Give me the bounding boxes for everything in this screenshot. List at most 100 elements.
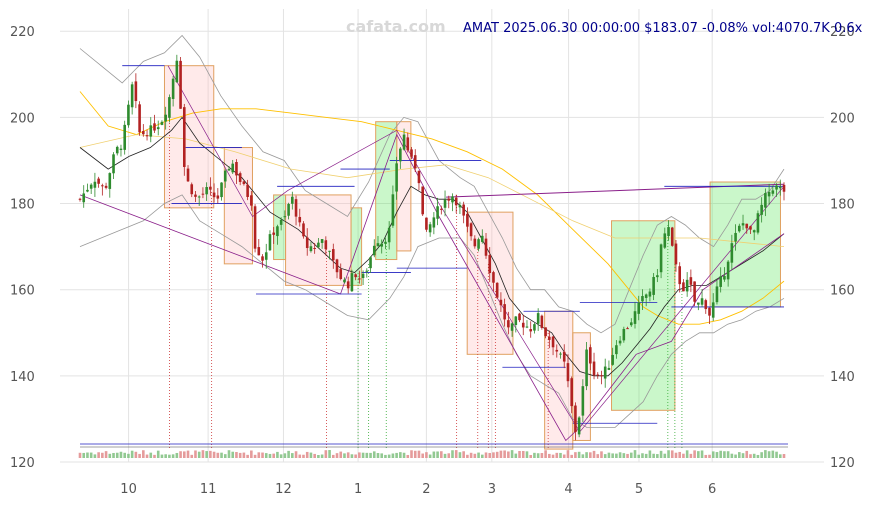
volume-bar (499, 450, 503, 458)
volume-bar (227, 450, 231, 458)
bollinger-lower (79, 194, 785, 428)
volume-bar (715, 452, 719, 458)
candle-body (760, 204, 763, 215)
volume-bar (309, 452, 313, 458)
volume-bar (484, 452, 488, 458)
volume-bar (518, 451, 521, 458)
volume-bar (421, 453, 424, 458)
y-tick-label-left: 120 (10, 456, 35, 471)
candlesticks (78, 54, 786, 441)
volume-bar (127, 453, 130, 458)
volume-bar (242, 452, 246, 458)
volume-bar (391, 453, 395, 458)
volume-bar (82, 452, 86, 458)
candle-body (529, 329, 533, 332)
candle-body (305, 237, 309, 249)
volume-bar (376, 453, 380, 458)
volume-bar (354, 454, 357, 458)
candle-body (548, 336, 551, 340)
volume-bar (480, 454, 484, 458)
zone-up (611, 220, 676, 411)
volume-bar (283, 453, 287, 458)
volume-bar (544, 450, 547, 458)
volume-bar (272, 453, 275, 458)
candle-body (469, 223, 473, 237)
level-lines (122, 65, 784, 424)
candle-body (112, 154, 115, 174)
zone-up (273, 194, 287, 261)
x-tick-label: 4 (564, 482, 572, 497)
volume-bar (600, 451, 603, 458)
candle-body (559, 353, 562, 355)
x-tick-label: 1 (354, 482, 362, 497)
candle-body (164, 114, 167, 122)
volume-bar (190, 454, 194, 458)
y-tick-label-left: 160 (10, 284, 35, 299)
volume-bar (317, 454, 320, 458)
candle-body (372, 245, 376, 256)
candle-body (510, 323, 514, 331)
volume-bar (488, 452, 492, 458)
volume-bar (536, 453, 540, 458)
candle-body (142, 131, 145, 135)
candle-body (440, 208, 443, 210)
volume-bar (443, 453, 447, 458)
y-tick-label-right: 180 (830, 198, 855, 213)
candle-body (633, 311, 637, 324)
candle-body (182, 107, 186, 167)
volume-bar (540, 453, 544, 458)
candle-body (477, 239, 480, 249)
volume-bar (145, 454, 149, 458)
volume-bar (119, 451, 123, 458)
ma-long-line (79, 91, 785, 325)
volume-bar (577, 451, 581, 458)
candle-body (417, 170, 421, 184)
volume-bar (589, 452, 592, 458)
candle-body (246, 184, 249, 197)
candle-body (499, 299, 503, 306)
candle-body (365, 270, 369, 272)
volume-bar (559, 452, 562, 458)
volume-bar (685, 450, 689, 458)
volume-bar (279, 454, 283, 458)
candle-body (611, 354, 614, 365)
volume-bar (525, 451, 529, 458)
candle-body (127, 104, 130, 126)
candle-body (518, 313, 521, 321)
candle-body (186, 168, 190, 182)
volume-bar (454, 450, 458, 458)
candle-body (279, 219, 283, 225)
volume-bar (689, 453, 693, 458)
volume-bar (216, 452, 220, 458)
volume-bar (231, 451, 235, 458)
volume-bar (101, 452, 104, 458)
candle-body (752, 230, 756, 233)
volume-bar (514, 453, 518, 458)
candle-body (495, 282, 499, 298)
volume-bar (521, 450, 525, 458)
candle-body (615, 345, 618, 355)
zone-up (350, 207, 363, 286)
x-tick-label: 5 (635, 482, 643, 497)
candle-body (119, 148, 123, 151)
volume-bar (153, 454, 156, 458)
candle-body (641, 296, 644, 302)
volume-bar (220, 452, 223, 458)
candle-body (771, 190, 775, 194)
candle-body (488, 255, 492, 274)
volume-bar (339, 451, 343, 458)
candle-body (391, 194, 395, 226)
volume-bar (637, 454, 641, 458)
candle-body (101, 185, 104, 187)
volume-bar (529, 454, 533, 458)
candle-body (197, 196, 201, 198)
volume-bar (324, 450, 328, 458)
candle-body (484, 238, 488, 256)
candle-body (413, 155, 417, 169)
volume-bar (764, 450, 767, 458)
candle-body (291, 196, 294, 204)
candle-body (670, 227, 674, 246)
candle-body (235, 161, 238, 176)
volume-bar (346, 452, 350, 458)
candle-body (86, 189, 89, 192)
